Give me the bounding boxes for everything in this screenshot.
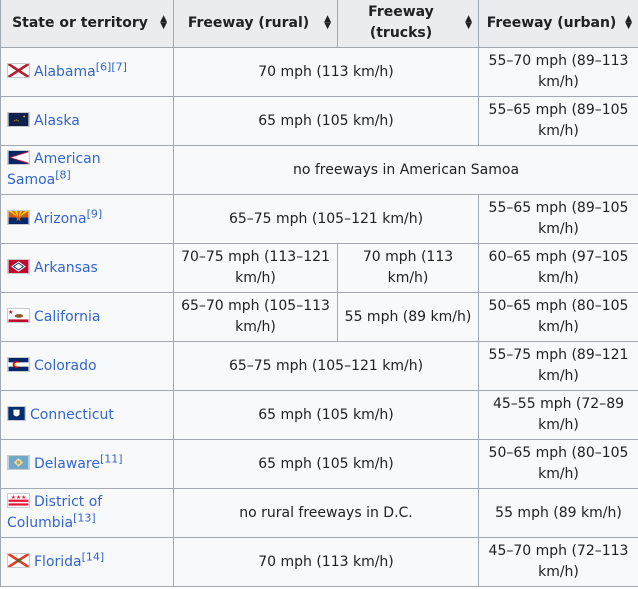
state-link-california[interactable]: California — [34, 308, 101, 325]
urban-cell: 50–65 mph (80–105 km/h) — [478, 439, 638, 489]
colorado-flag-icon — [7, 356, 30, 372]
rural-trucks-cell: 65 mph (105 km/h) — [173, 96, 479, 146]
delaware-flag-icon — [7, 454, 30, 470]
district-of-columbia-flag-icon — [7, 493, 30, 508]
alaska-flag-icon — [7, 111, 30, 127]
sort-icon[interactable]: ▲ ▼ — [324, 14, 331, 31]
table-row: Connecticut 65 mph (105 km/h) 45–55 mph … — [0, 390, 638, 440]
trucks-cell: 55 mph (89 km/h) — [337, 292, 479, 342]
reference-link[interactable]: [13] — [73, 511, 96, 525]
rural-cell: 70–75 mph (113–121 km/h) — [173, 243, 338, 293]
rural-trucks-cell: 65 mph (105 km/h) — [173, 390, 479, 440]
table-row: Florida[14] 70 mph (113 km/h) 45–70 mph … — [0, 537, 638, 587]
state-link-colorado[interactable]: Colorado — [34, 357, 97, 374]
urban-cell: 45–55 mph (72–89 km/h) — [478, 390, 638, 440]
connecticut-flag-icon — [7, 405, 26, 421]
state-link-connecticut[interactable]: Connecticut — [30, 406, 114, 423]
state-link-florida[interactable]: Florida — [34, 553, 82, 570]
arkansas-flag-icon — [7, 258, 30, 274]
state-link-arkansas[interactable]: Arkansas — [34, 259, 98, 276]
state-cell: Delaware[11] — [0, 439, 174, 489]
header-row: State or territory ▲ ▼ Freeway (rural) ▲ ▼ F… — [0, 0, 638, 48]
table-row: American Samoa[8] no freeways in America… — [0, 145, 638, 195]
state-cell: Alabama[6][7] — [0, 47, 174, 97]
state-link-american-samoa[interactable]: American Samoa — [7, 151, 101, 188]
table-row: California 65–70 mph (105–113 km/h) 55 m… — [0, 292, 638, 342]
all-freeways-cell: no freeways in American Samoa — [173, 145, 638, 195]
rural-trucks-cell: 65 mph (105 km/h) — [173, 439, 479, 489]
urban-cell: 55–65 mph (89–105 km/h) — [478, 96, 638, 146]
american-samoa-flag-icon — [7, 150, 30, 165]
sort-icon[interactable]: ▲ ▼ — [160, 14, 167, 31]
rural-trucks-cell: 65–75 mph (105–121 km/h) — [173, 194, 479, 244]
urban-cell: 55–75 mph (89–121 km/h) — [478, 341, 638, 391]
state-cell: Florida[14] — [0, 537, 174, 587]
rural-trucks-cell: 65–75 mph (105–121 km/h) — [173, 341, 479, 391]
state-link-delaware[interactable]: Delaware — [34, 455, 100, 472]
urban-cell: 45–70 mph (72–113 km/h) — [478, 537, 638, 587]
urban-cell: 55 mph (89 km/h) — [478, 488, 638, 538]
rural-trucks-cell: 70 mph (113 km/h) — [173, 47, 479, 97]
state-cell: Colorado — [0, 341, 174, 391]
column-header-freeway-trucks[interactable]: Freeway (trucks) ▲ ▼ — [337, 0, 479, 48]
urban-cell: 60–65 mph (97–105 km/h) — [478, 243, 638, 293]
state-cell: Alaska — [0, 96, 174, 146]
reference-link[interactable]: [11] — [99, 451, 123, 465]
column-header-label: Freeway (rural) — [187, 14, 310, 31]
state-link-alabama[interactable]: Alabama — [34, 63, 96, 80]
trucks-cell: 70 mph (113 km/h) — [337, 243, 479, 293]
state-link-arizona[interactable]: Arizona — [34, 210, 87, 227]
rural-trucks-cell: 70 mph (113 km/h) — [173, 537, 479, 587]
column-header-label: State or territory — [12, 14, 148, 31]
rural-cell: 65–70 mph (105–113 km/h) — [173, 292, 338, 342]
table-row: Alabama[6][7] 70 mph (113 km/h) 55–70 mp… — [0, 47, 638, 97]
column-header-freeway-urban[interactable]: Freeway (urban) ▲ ▼ — [478, 0, 638, 48]
reference-link[interactable]: [14] — [81, 549, 105, 563]
table-row: Arkansas 70–75 mph (113–121 km/h) 70 mph… — [0, 243, 638, 293]
column-header-label: Freeway (urban) — [486, 14, 617, 31]
table-row: Colorado 65–75 mph (105–121 km/h) 55–75 … — [0, 341, 638, 391]
table-row: Delaware[11] 65 mph (105 km/h) 50–65 mph… — [0, 439, 638, 489]
state-cell: Connecticut — [0, 390, 174, 440]
california-flag-icon — [7, 307, 30, 323]
state-cell: American Samoa[8] — [0, 145, 174, 195]
rural-trucks-cell: no rural freeways in D.C. — [173, 488, 479, 538]
column-header-label: Freeway (trucks) — [368, 4, 434, 41]
state-link-alaska[interactable]: Alaska — [34, 112, 80, 129]
state-link-district-of-columbia[interactable]: District of Columbia — [7, 494, 103, 531]
alabama-flag-icon — [7, 62, 30, 78]
state-cell: Arizona[9] — [0, 194, 174, 244]
table-row: District of Columbia[13] no rural freewa… — [0, 488, 638, 538]
urban-cell: 50–65 mph (80–105 km/h) — [478, 292, 638, 342]
column-header-freeway-rural[interactable]: Freeway (rural) ▲ ▼ — [173, 0, 338, 48]
table-row: Alaska 65 mph (105 km/h) 55–65 mph (89–1… — [0, 96, 638, 146]
sort-icon[interactable]: ▲ ▼ — [625, 14, 632, 31]
table-row: Arizona[9] 65–75 mph (105–121 km/h) 55–6… — [0, 194, 638, 244]
state-cell: California — [0, 292, 174, 342]
state-cell: District of Columbia[13] — [0, 488, 174, 538]
reference-link[interactable]: [9] — [86, 206, 103, 220]
arizona-flag-icon — [7, 209, 30, 225]
urban-cell: 55–70 mph (89–113 km/h) — [478, 47, 638, 97]
state-cell: Arkansas — [0, 243, 174, 293]
florida-flag-icon — [7, 552, 30, 568]
sort-icon[interactable]: ▲ ▼ — [465, 14, 472, 31]
reference-link[interactable]: [8] — [55, 168, 71, 182]
column-header-state[interactable]: State or territory ▲ ▼ — [0, 0, 174, 48]
reference-link[interactable]: [6][7] — [95, 59, 127, 73]
urban-cell: 55–65 mph (89–105 km/h) — [478, 194, 638, 244]
